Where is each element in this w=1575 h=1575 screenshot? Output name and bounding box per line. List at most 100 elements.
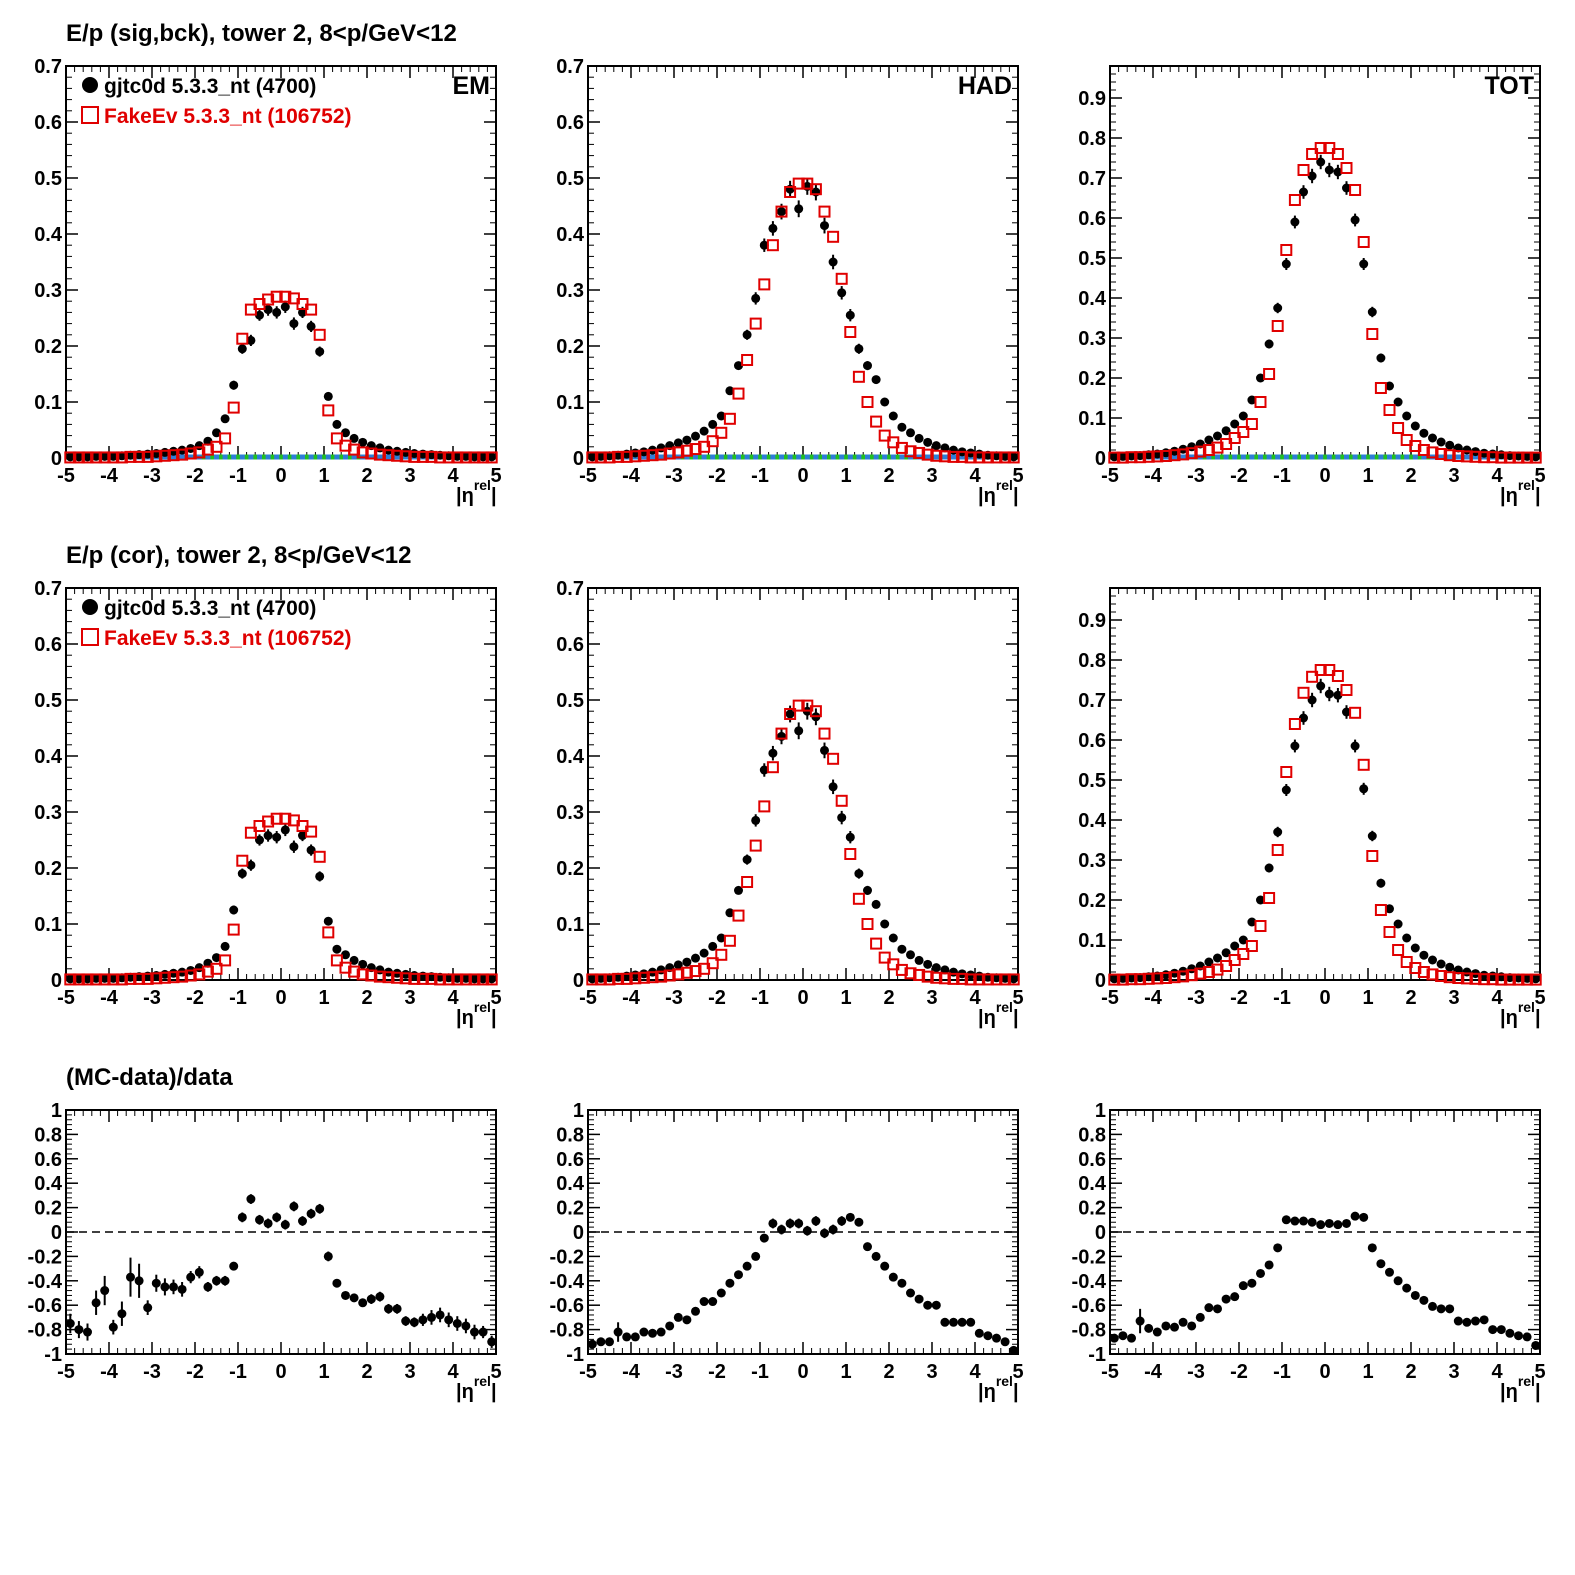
- y-tick-label: 0.9: [1078, 610, 1106, 632]
- mc-point: [210, 962, 223, 975]
- background-data-point: [171, 454, 176, 460]
- mc-point: [723, 412, 736, 425]
- mc-point: [1314, 664, 1327, 676]
- data-point: [1393, 919, 1403, 929]
- y-tick-label: 0.4: [1078, 1173, 1107, 1195]
- plot-frame: [1109, 587, 1541, 981]
- mc-point: [784, 708, 797, 720]
- mc-point: [1263, 892, 1276, 904]
- mc-point: [184, 969, 197, 982]
- x-tick-label: 0: [797, 1361, 808, 1383]
- data-point: [1221, 1294, 1231, 1304]
- data-point: [229, 1261, 239, 1271]
- mc-point: [1168, 971, 1181, 984]
- background-data-point: [162, 454, 168, 460]
- mc-point: [399, 450, 412, 463]
- mc-point: [1271, 320, 1284, 332]
- data-point: [272, 1212, 282, 1222]
- data-point: [452, 973, 462, 983]
- x-tick-label: -5: [579, 987, 597, 1009]
- data-point: [1350, 741, 1360, 751]
- data-point: [74, 974, 84, 984]
- mc-point: [176, 970, 189, 983]
- mc-point: [1108, 973, 1121, 986]
- mc-point: [176, 448, 189, 461]
- data-point: [117, 451, 127, 461]
- data-point: [306, 1209, 316, 1219]
- mc-point: [1512, 451, 1525, 464]
- data-point: [1187, 1321, 1197, 1331]
- data-point: [1009, 1345, 1019, 1355]
- mc-point: [107, 451, 120, 464]
- background-data-point: [1180, 454, 1186, 460]
- data-point: [108, 973, 118, 983]
- mc-point: [1185, 969, 1198, 982]
- data-point: [1453, 1316, 1463, 1326]
- mc-point: [64, 973, 77, 986]
- y-tick-label: 0.4: [1078, 810, 1107, 832]
- data-point: [332, 419, 342, 429]
- x-tick-label: 3: [1448, 987, 1459, 1009]
- data-point: [1256, 1268, 1265, 1278]
- data-point: [768, 1218, 778, 1228]
- x-tick-label: 3: [1448, 1361, 1459, 1383]
- mc-point: [201, 965, 214, 978]
- data-point: [639, 447, 649, 457]
- data-point: [272, 307, 282, 317]
- mc-point: [1503, 973, 1516, 986]
- mc-point: [809, 705, 822, 718]
- data-point: [880, 397, 890, 407]
- data-point: [1479, 1315, 1489, 1325]
- background-data-point: [641, 454, 647, 460]
- data-point: [461, 451, 471, 461]
- x-axis-label: |ηrel|: [978, 477, 1019, 507]
- mc-point: [477, 451, 490, 464]
- background-data-point: [222, 454, 228, 460]
- data-point: [1299, 1216, 1308, 1226]
- x-tick-label: 0: [1319, 987, 1330, 1009]
- mc-point: [620, 450, 633, 463]
- mc-point: [990, 451, 1003, 464]
- background-data-point: [274, 454, 280, 460]
- y-tick-label: 0.4: [34, 746, 63, 768]
- data-point: [1419, 428, 1429, 438]
- y-tick-label: 0.7: [1078, 690, 1106, 712]
- mc-point: [348, 443, 361, 456]
- x-tick-label: -2: [1230, 1361, 1248, 1383]
- data-point: [1213, 431, 1222, 441]
- background-data-point: [386, 454, 391, 460]
- mc-point: [1469, 450, 1482, 463]
- data-point: [237, 869, 247, 879]
- y-tick-label: 0.5: [556, 690, 584, 712]
- mc-point: [715, 948, 728, 961]
- data-point: [716, 933, 726, 943]
- data-point: [1135, 451, 1145, 461]
- chart-r3c2: -5 -4 -3 -2 -1 0 1 2 3 4 5-1-0.8-0.6-0.4-0.200.20.…: [550, 1100, 1024, 1403]
- data-point: [974, 1328, 984, 1338]
- background-data-point: [1283, 454, 1289, 460]
- x-tick-label: -5: [1101, 465, 1119, 487]
- mc-point: [150, 972, 163, 985]
- panel-corner-label: TOT: [1484, 72, 1534, 100]
- mc-point: [90, 973, 103, 986]
- mc-point: [1392, 944, 1405, 956]
- mc-point: [434, 451, 447, 464]
- mc-point: [1426, 968, 1439, 981]
- mc-point: [1237, 426, 1250, 438]
- data-point: [263, 1218, 273, 1228]
- x-tick-label: -5: [57, 465, 75, 487]
- data-point: [1385, 381, 1394, 391]
- data-point: [1256, 895, 1265, 905]
- mc-point: [1495, 451, 1508, 464]
- mc-point: [844, 848, 857, 860]
- background-data-point: [179, 454, 185, 460]
- data-point: [74, 1325, 84, 1335]
- data-point: [871, 375, 881, 385]
- mc-point: [1357, 236, 1370, 248]
- data-point: [470, 1327, 479, 1337]
- data-point: [1299, 713, 1308, 723]
- data-point: [1204, 435, 1214, 445]
- data-point: [854, 869, 864, 879]
- data-point: [1238, 411, 1248, 421]
- x-axis-label: |ηrel|: [456, 999, 497, 1029]
